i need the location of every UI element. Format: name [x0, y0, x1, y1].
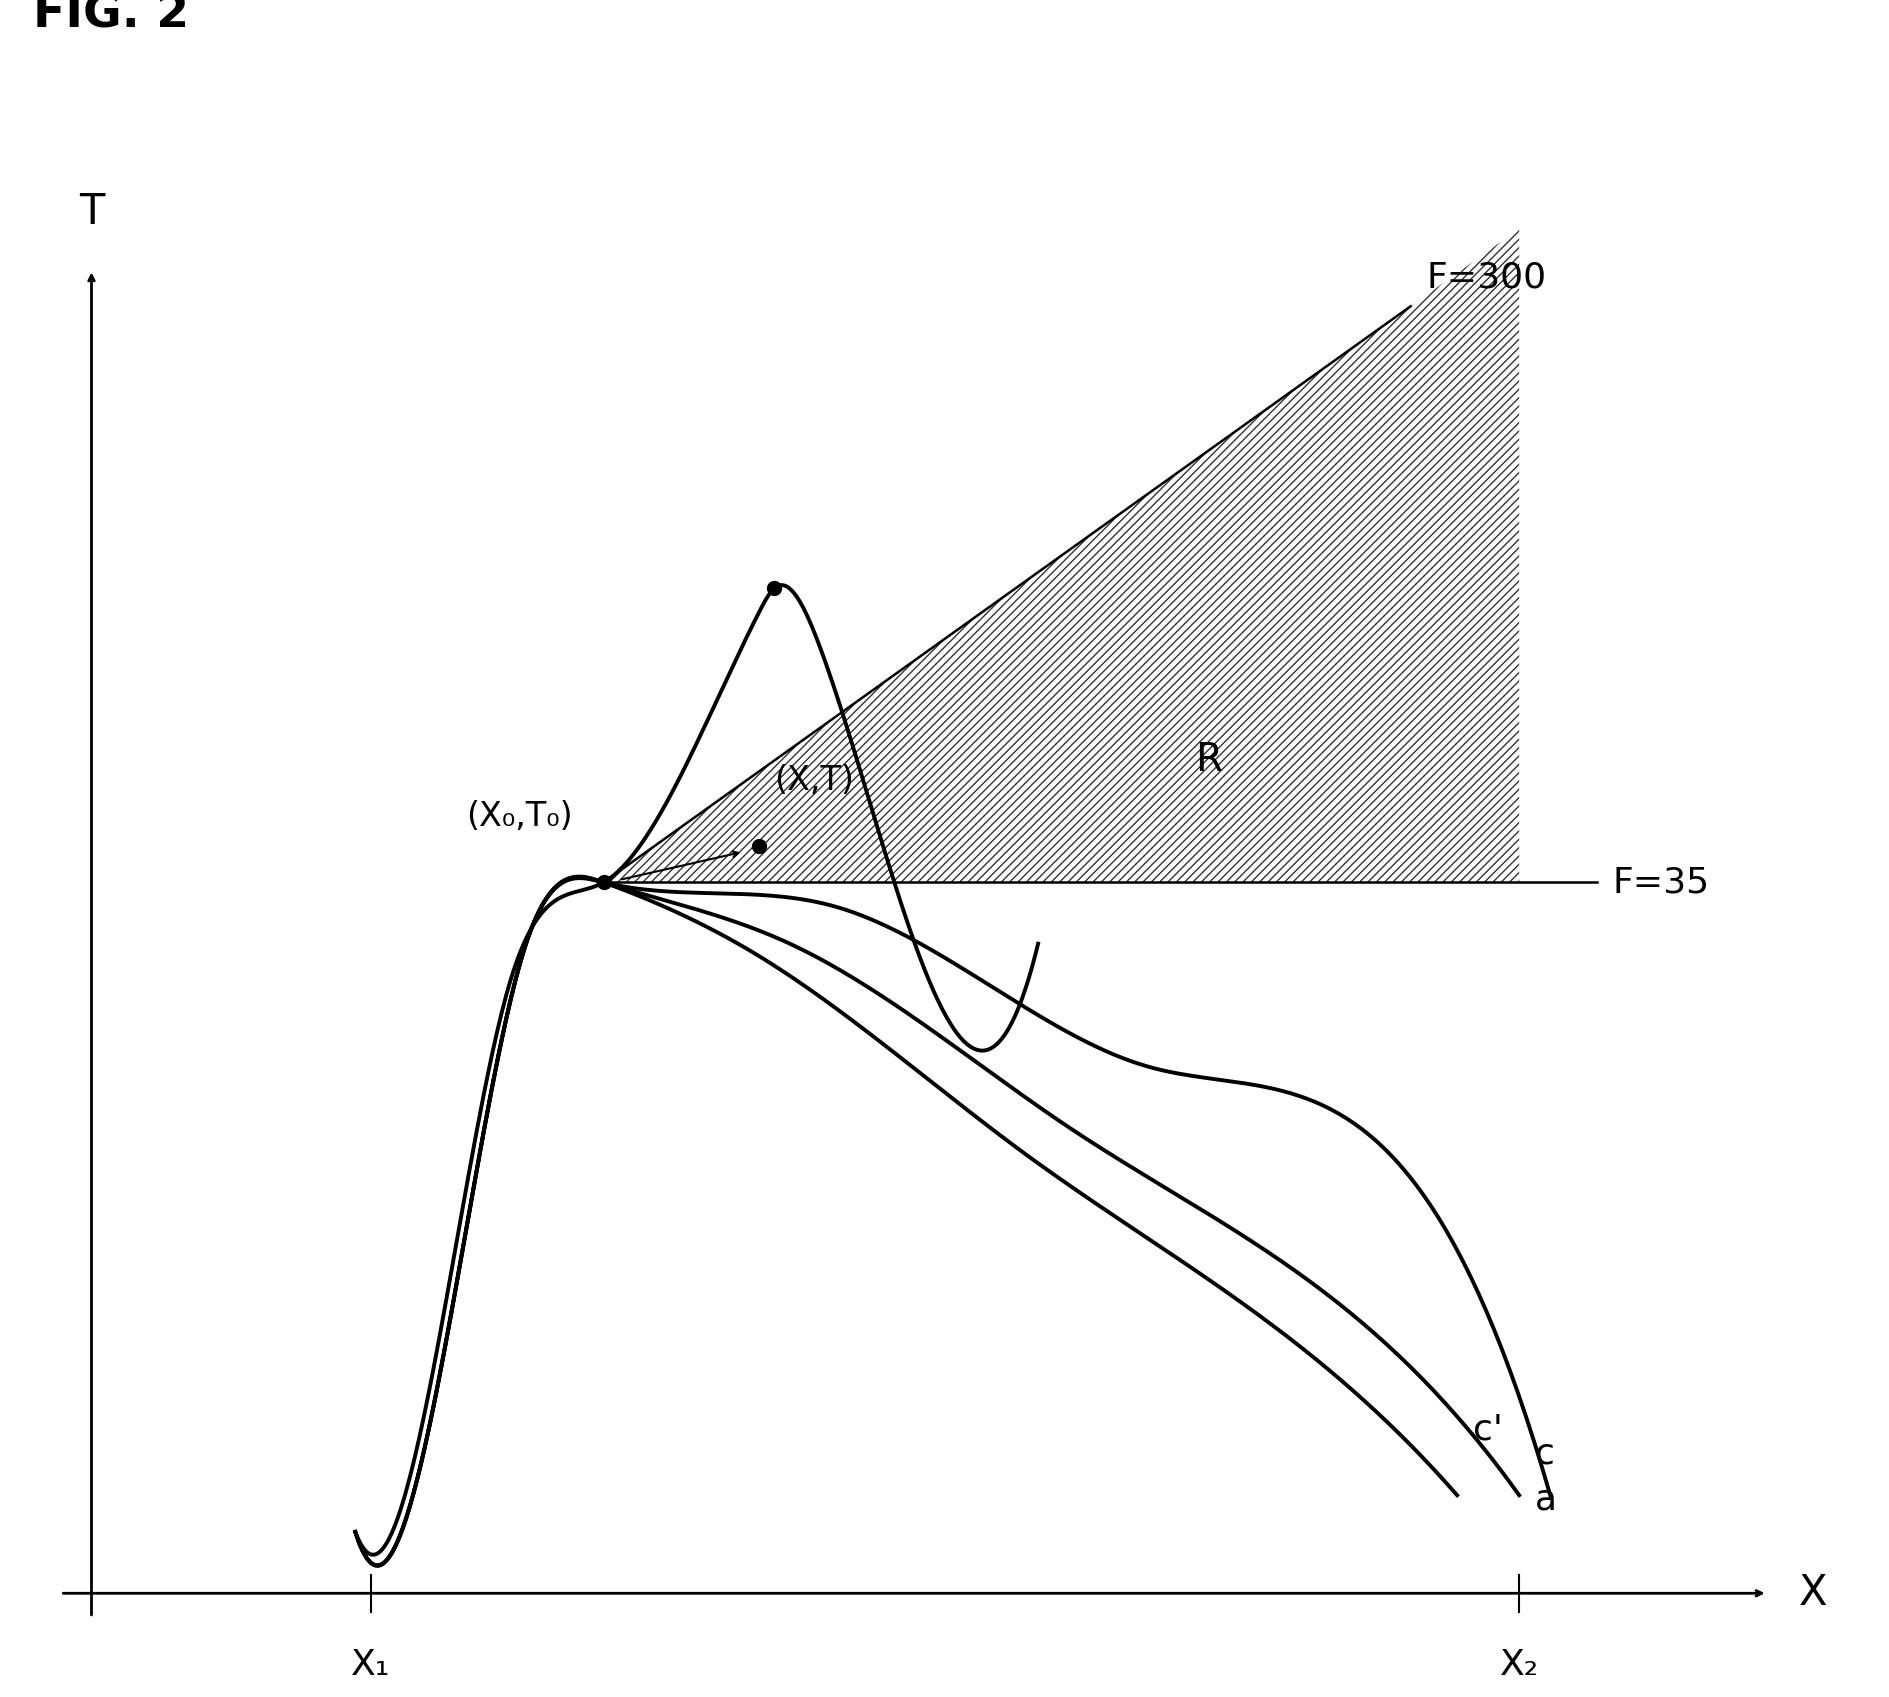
Text: a: a	[1534, 1483, 1557, 1517]
Text: FIG. 2: FIG. 2	[32, 0, 189, 37]
Text: X₂: X₂	[1498, 1648, 1538, 1682]
Text: (X₀,T₀): (X₀,T₀)	[467, 801, 572, 833]
Text: T: T	[79, 190, 104, 232]
Text: (X,T): (X,T)	[774, 764, 854, 796]
Text: F=300: F=300	[1426, 260, 1545, 294]
Text: c': c'	[1472, 1412, 1502, 1446]
Text: c: c	[1534, 1437, 1555, 1471]
Text: X: X	[1798, 1573, 1827, 1614]
Text: F=35: F=35	[1611, 865, 1708, 899]
Text: X₁: X₁	[351, 1648, 391, 1682]
Text: R: R	[1194, 742, 1222, 779]
